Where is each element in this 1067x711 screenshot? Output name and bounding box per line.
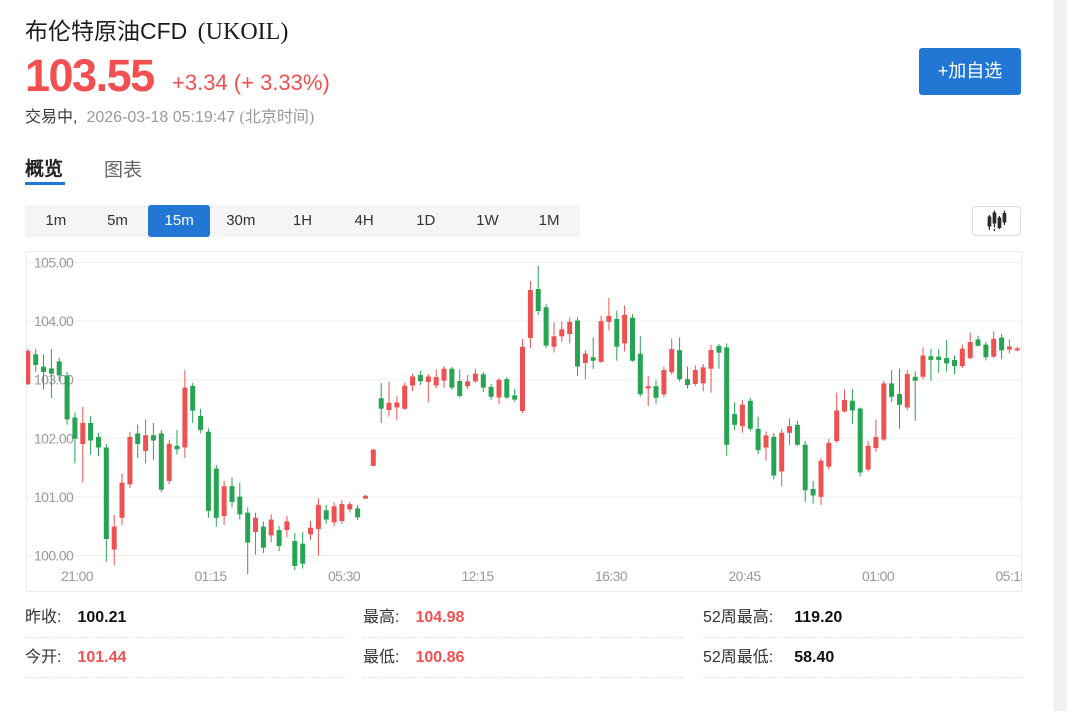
svg-text:101.00: 101.00	[34, 489, 74, 505]
svg-text:05:15: 05:15	[995, 568, 1022, 584]
svg-text:100.00: 100.00	[34, 548, 74, 564]
svg-text:21:00: 21:00	[61, 568, 94, 584]
svg-text:20:45: 20:45	[728, 568, 761, 584]
svg-text:01:15: 01:15	[194, 568, 227, 584]
svg-text:105.00: 105.00	[34, 255, 74, 271]
svg-text:05:30: 05:30	[328, 568, 361, 584]
svg-text:01:00: 01:00	[862, 568, 895, 584]
svg-text:103.00: 103.00	[34, 372, 74, 388]
svg-text:16:30: 16:30	[595, 568, 628, 584]
svg-text:12:15: 12:15	[461, 568, 494, 584]
svg-text:102.00: 102.00	[34, 430, 74, 446]
svg-text:104.00: 104.00	[34, 313, 74, 329]
